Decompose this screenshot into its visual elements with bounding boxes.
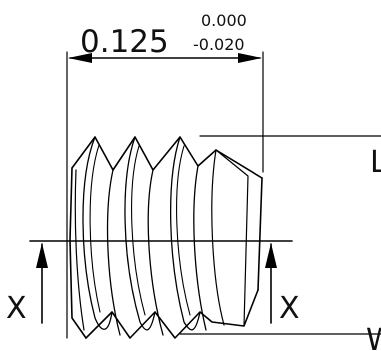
thread-helix-left: [74, 169, 85, 331]
chamfer-inner: [215, 149, 249, 327]
dimension-upper-tolerance: 0.000: [201, 11, 247, 30]
right-leaders: L W: [179, 135, 381, 351]
section-arrow-left-head: [36, 243, 48, 268]
thread-helix-3: [124, 136, 156, 331]
section-arrow-right-head: [265, 243, 277, 268]
label-bottom-right: W: [366, 323, 381, 351]
section-cut: X X: [6, 240, 300, 326]
dimension-arrow-right: [238, 53, 262, 63]
chamfer-end: [257, 177, 263, 291]
thread-helix-2: [106, 169, 121, 336]
width-dimension: 0.125 0.000 -0.020: [66, 11, 264, 339]
thread-helix-5b: [176, 145, 191, 316]
thread-helix-5: [170, 136, 201, 331]
body-left-edge: [69, 167, 87, 339]
dimension-nominal-value: 0.125: [80, 24, 169, 60]
thread-crest-profile: [71, 136, 263, 179]
thread-root-profile: [85, 289, 259, 339]
thread-helix-1b: [89, 144, 101, 313]
dimension-lower-tolerance: -0.020: [193, 35, 245, 54]
thread-helix-3b: [131, 145, 146, 316]
thread-helix-6: [193, 165, 207, 331]
threaded-body: [69, 136, 263, 339]
section-label-right: X: [279, 291, 300, 326]
label-top-right: L: [370, 145, 381, 180]
thread-helix-7: [211, 149, 225, 326]
thread-helix-4: [147, 169, 164, 336]
thread-helix-1: [82, 136, 113, 330]
dimension-arrow-left: [68, 53, 92, 63]
section-label-left: X: [6, 291, 27, 326]
